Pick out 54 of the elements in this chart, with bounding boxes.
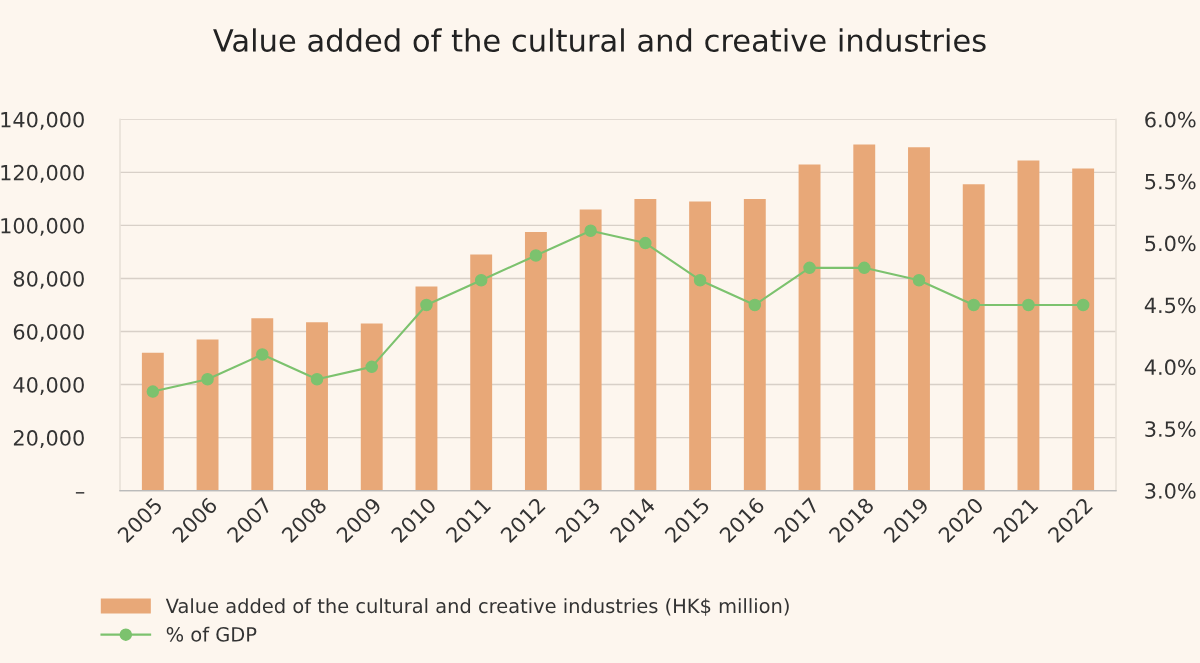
point <box>803 261 816 275</box>
point <box>967 298 980 312</box>
y2-tick-label: 5.5% <box>1145 173 1196 190</box>
bar <box>1072 168 1095 491</box>
point <box>146 385 160 398</box>
y2-tick-label: 3.5% <box>1145 421 1196 437</box>
y2-tick-label: 5.0% <box>1145 235 1196 252</box>
bar <box>524 232 547 491</box>
y-tick-label: 20,000 <box>13 430 84 448</box>
point <box>639 236 652 250</box>
point <box>693 273 707 287</box>
point <box>912 273 926 287</box>
point <box>201 372 214 386</box>
bar <box>962 184 985 491</box>
y-tick-label: 140,000 <box>1 111 84 130</box>
bar <box>141 352 164 491</box>
point <box>256 348 269 361</box>
chart-title: Value added of the cultural and creative industries <box>213 28 986 52</box>
point <box>858 261 871 275</box>
bar <box>798 164 821 491</box>
legend-label: % of GDP <box>166 626 257 642</box>
point <box>584 224 597 237</box>
y2-tick-label: 6.0% <box>1145 111 1196 128</box>
point <box>310 372 324 386</box>
y-tick-label: – <box>75 492 85 494</box>
point <box>529 249 543 262</box>
point <box>1022 298 1035 312</box>
bar <box>360 323 383 491</box>
y-tick-label: 120,000 <box>1 164 84 183</box>
y-tick-label: 80,000 <box>13 270 84 289</box>
bar <box>470 254 493 491</box>
point <box>474 273 488 287</box>
y-tick-label: 100,000 <box>1 217 84 236</box>
y2-tick-label: 4.5% <box>1144 297 1196 314</box>
y2-tick-label: 4.0% <box>1144 359 1196 376</box>
bar <box>908 147 930 491</box>
bar <box>415 286 438 491</box>
point <box>1076 298 1090 312</box>
point <box>365 360 378 374</box>
bar <box>1017 160 1040 491</box>
bar <box>251 318 274 491</box>
y-tick-label: 60,000 <box>13 323 84 342</box>
point <box>748 298 762 312</box>
bar <box>634 198 657 491</box>
bar <box>306 322 328 491</box>
bar <box>579 209 602 491</box>
bar <box>743 198 766 491</box>
point <box>420 298 433 312</box>
y2-tick-label: 3.0% <box>1145 483 1196 499</box>
y-tick-label: 40,000 <box>13 376 84 395</box>
bar <box>196 339 219 491</box>
legend-label: Value added of the cultural and creative industries (HK$ million) <box>165 598 789 616</box>
bar <box>853 144 876 491</box>
bar <box>689 201 712 491</box>
